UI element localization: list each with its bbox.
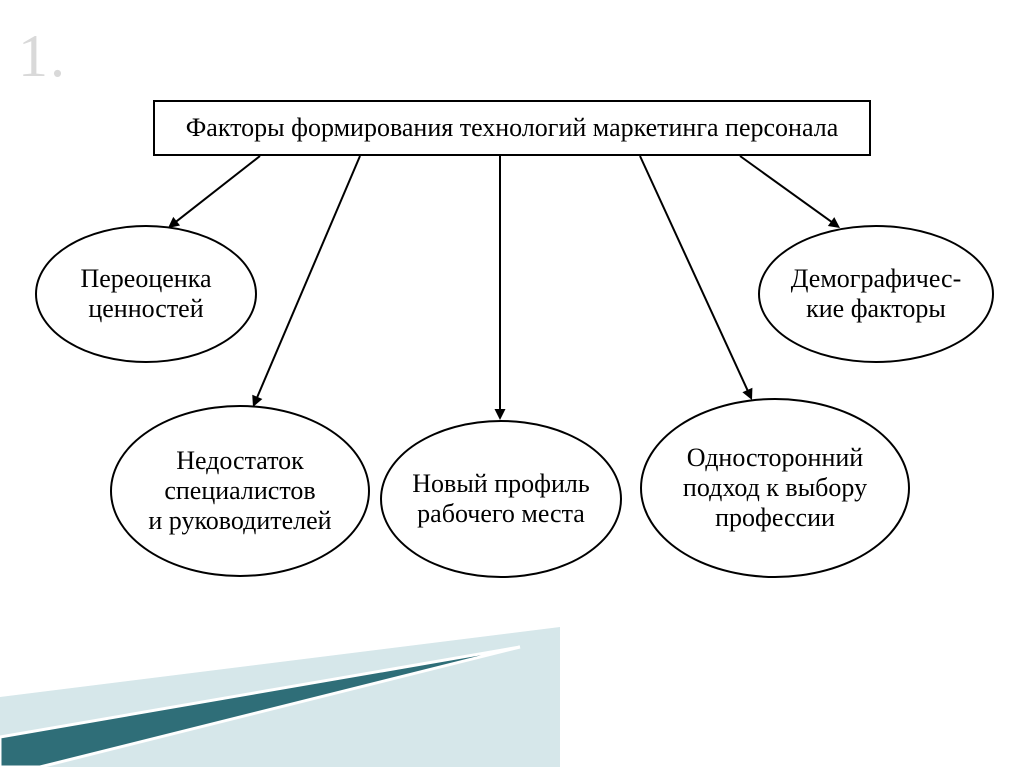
root-label: Факторы формирования технологий маркетин… xyxy=(186,113,838,143)
node-label: Переоценка ценностей xyxy=(80,264,211,324)
node-new-profile: Новый профиль рабочего места xyxy=(380,420,622,578)
root-box: Факторы формирования технологий маркетин… xyxy=(153,100,871,156)
node-revaluation: Переоценка ценностей xyxy=(35,225,257,363)
node-label: Демографичес- кие факторы xyxy=(791,264,961,324)
node-one-sided: Односторонний подход к выбору профессии xyxy=(640,398,910,578)
node-label: Недостаток специалистов и руководителей xyxy=(148,446,331,536)
node-demographic: Демографичес- кие факторы xyxy=(758,225,994,363)
node-label: Односторонний подход к выбору профессии xyxy=(683,443,867,533)
node-label: Новый профиль рабочего места xyxy=(412,469,589,529)
node-shortage: Недостаток специалистов и руководителей xyxy=(110,405,370,577)
